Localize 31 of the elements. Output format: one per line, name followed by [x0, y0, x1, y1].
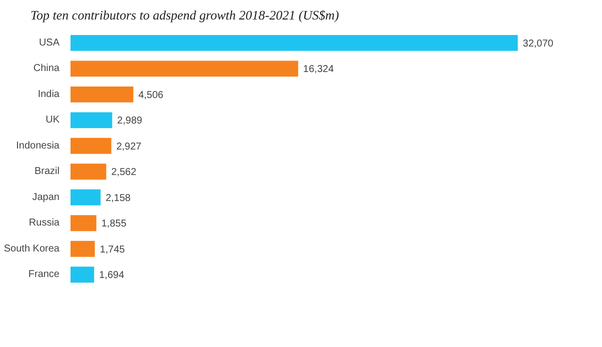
data-label: 1,745	[100, 244, 126, 256]
y-tick-label: Indonesia	[16, 140, 60, 152]
y-tick-label: South Korea	[4, 243, 60, 254]
data-label: 1,855	[101, 218, 127, 230]
bar	[70, 138, 112, 154]
y-tick-label: Japan	[32, 192, 60, 203]
bar	[70, 86, 134, 102]
y-tick-label: UK	[46, 114, 60, 126]
y-tick-label: China	[33, 63, 60, 74]
bar	[70, 266, 94, 283]
data-label: 2,989	[117, 116, 143, 127]
chart-title: Top ten contributors to adspend growth 2018-2021 (US$m)	[30, 8, 340, 22]
y-tick-label: USA	[38, 37, 60, 48]
y-tick-label: Russia	[28, 218, 60, 229]
data-label: 2,158	[106, 192, 132, 204]
bar	[70, 34, 518, 51]
bar	[70, 215, 96, 232]
data-label: 2,562	[111, 167, 137, 178]
data-label: 32,070	[522, 38, 554, 50]
data-label: 4,506	[138, 90, 164, 101]
y-tick-label: Brazil	[34, 166, 60, 178]
data-label: 2,927	[116, 141, 142, 152]
bar	[70, 112, 112, 128]
bar	[70, 240, 95, 257]
bar	[70, 189, 101, 206]
y-tick-label: France	[28, 269, 60, 280]
bar	[70, 60, 298, 77]
y-tick-label: India	[38, 88, 60, 100]
data-label: 1,694	[99, 270, 125, 282]
data-label: 16,324	[303, 64, 334, 76]
bar	[70, 164, 106, 180]
